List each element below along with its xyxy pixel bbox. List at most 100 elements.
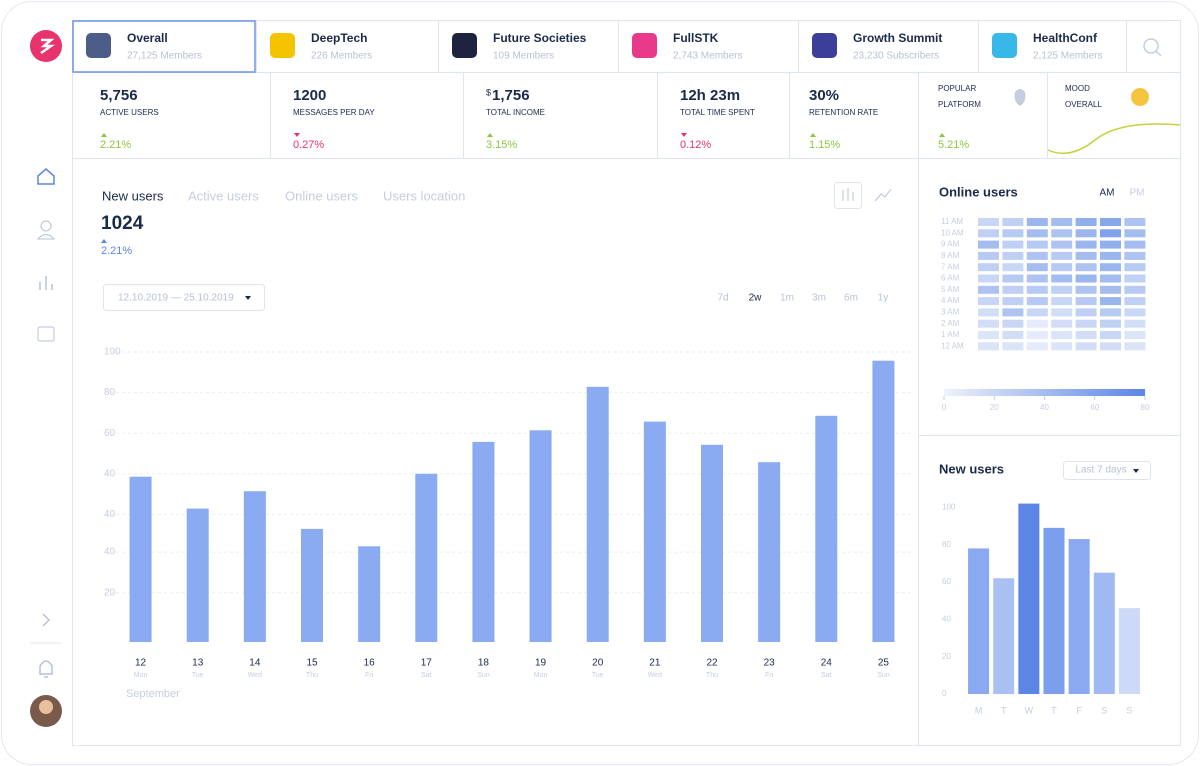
stat-label: OVERALL (1065, 100, 1102, 109)
heat-cell (1075, 218, 1097, 226)
x-tick-sublabel: Fri (365, 672, 374, 679)
heat-cell (1002, 331, 1024, 339)
tab-name[interactable]: Overall (127, 31, 168, 45)
heat-cell (978, 319, 999, 328)
colorbar-label: 40 (1040, 403, 1049, 412)
filter-dropdown[interactable] (1063, 461, 1151, 480)
colorbar-label: 80 (1141, 403, 1150, 412)
heat-cell (1051, 297, 1073, 306)
bar (1018, 503, 1040, 694)
heat-cell (1124, 229, 1146, 238)
tab-name[interactable]: HealthConf (1033, 31, 1098, 45)
toggle-button[interactable]: AM (1100, 188, 1115, 199)
trend-arrow (101, 239, 107, 243)
x-tick-sublabel: Thu (306, 672, 318, 679)
tab-name[interactable]: Future Societies (493, 31, 587, 45)
bell-icon[interactable] (39, 660, 53, 678)
panel (72, 20, 1181, 746)
chart-title: New users (939, 461, 1004, 476)
y-tick-label: 40 (104, 468, 116, 479)
tab-icon[interactable] (992, 33, 1017, 58)
trend-arrow (681, 133, 687, 137)
tab-icon[interactable] (452, 33, 477, 58)
y-tick-label: 20 (942, 652, 951, 661)
user-icon-body (36, 234, 56, 240)
home-icon[interactable] (37, 168, 55, 185)
row-label: 2 AM (941, 319, 960, 328)
y-tick-label: 80 (104, 387, 116, 398)
stat-change: 5.21% (938, 139, 969, 151)
heat-cell (1075, 229, 1097, 238)
stat-label: POPULAR (938, 84, 976, 93)
row-label: 9 AM (941, 240, 960, 249)
stat-value: 12h 23m (680, 87, 740, 104)
range-button[interactable]: 7d (717, 293, 728, 304)
date-dropdown[interactable] (103, 284, 265, 311)
chart-tab[interactable]: New users (102, 188, 164, 203)
x-tick-label: T (1051, 705, 1057, 715)
caret (1133, 469, 1139, 473)
trend-arrow (294, 133, 300, 137)
heat-cell (1100, 251, 1121, 260)
bar (358, 546, 381, 642)
heat-cell (1051, 331, 1073, 339)
x-tick-label: W (1025, 705, 1034, 715)
heat-cell (1100, 342, 1121, 351)
tab-name[interactable]: FullSTK (673, 31, 719, 45)
stats-icon[interactable] (39, 276, 53, 290)
x-tick-sublabel: Tue (192, 672, 204, 679)
chart-tab[interactable]: Users location (383, 188, 465, 203)
tab-name[interactable]: DeepTech (311, 31, 367, 45)
heat-cell (978, 297, 999, 306)
heat-cell (1026, 319, 1048, 328)
bar (758, 462, 781, 642)
heat-cell (1026, 263, 1048, 272)
stat-value: 1200 (293, 87, 326, 104)
search-icon-handle (1155, 50, 1162, 57)
date-range[interactable]: 12.10.2019 — 25.10.2019 (118, 293, 234, 304)
range-button[interactable]: 6m (844, 293, 858, 304)
x-tick-label: M (975, 705, 983, 715)
heat-cell (1100, 263, 1121, 272)
line-view-button[interactable] (874, 188, 892, 202)
heat-cell (1002, 218, 1024, 226)
filter-label[interactable]: Last 7 days (1075, 465, 1126, 476)
range-button[interactable]: 2w (749, 293, 763, 304)
x-axis-label: September (126, 688, 180, 700)
chart-tab[interactable]: Active users (188, 188, 259, 203)
heat-cell (1124, 263, 1146, 272)
trend-arrow (101, 133, 107, 137)
heat-cell (978, 274, 999, 283)
sidebar (30, 30, 62, 727)
heat-cell (1075, 251, 1097, 260)
x-tick-sublabel: Sun (477, 672, 490, 679)
row-label: 10 AM (941, 228, 964, 237)
bar (1118, 608, 1140, 694)
heat-cell (1100, 240, 1121, 249)
expand-icon[interactable] (42, 613, 51, 627)
wallet-icon[interactable] (37, 326, 55, 342)
heat-cell (1026, 342, 1048, 351)
tab-icon[interactable] (812, 33, 837, 58)
range-button[interactable]: 1m (780, 293, 794, 304)
tab-icon[interactable] (270, 33, 295, 58)
range-button[interactable]: 3m (812, 293, 826, 304)
heat-cell (1002, 308, 1024, 317)
stat-change: 0.27% (293, 139, 324, 151)
chart-tab[interactable]: Online users (285, 188, 358, 203)
heat-cell (978, 342, 999, 351)
bar (872, 360, 895, 642)
heat-cell (978, 263, 999, 272)
user-icon[interactable] (40, 220, 52, 232)
x-tick-label: 14 (249, 658, 261, 669)
tab-icon[interactable] (632, 33, 657, 58)
toggle-button[interactable]: PM (1130, 188, 1145, 199)
stat-value: 1,756 (492, 87, 530, 104)
tab-name[interactable]: Growth Summit (853, 31, 942, 45)
heat-cell (1124, 218, 1146, 226)
y-tick-label: 80 (942, 540, 951, 549)
tab-icon[interactable] (86, 33, 111, 58)
search-icon[interactable] (1143, 38, 1159, 54)
range-button[interactable]: 1y (878, 293, 889, 304)
